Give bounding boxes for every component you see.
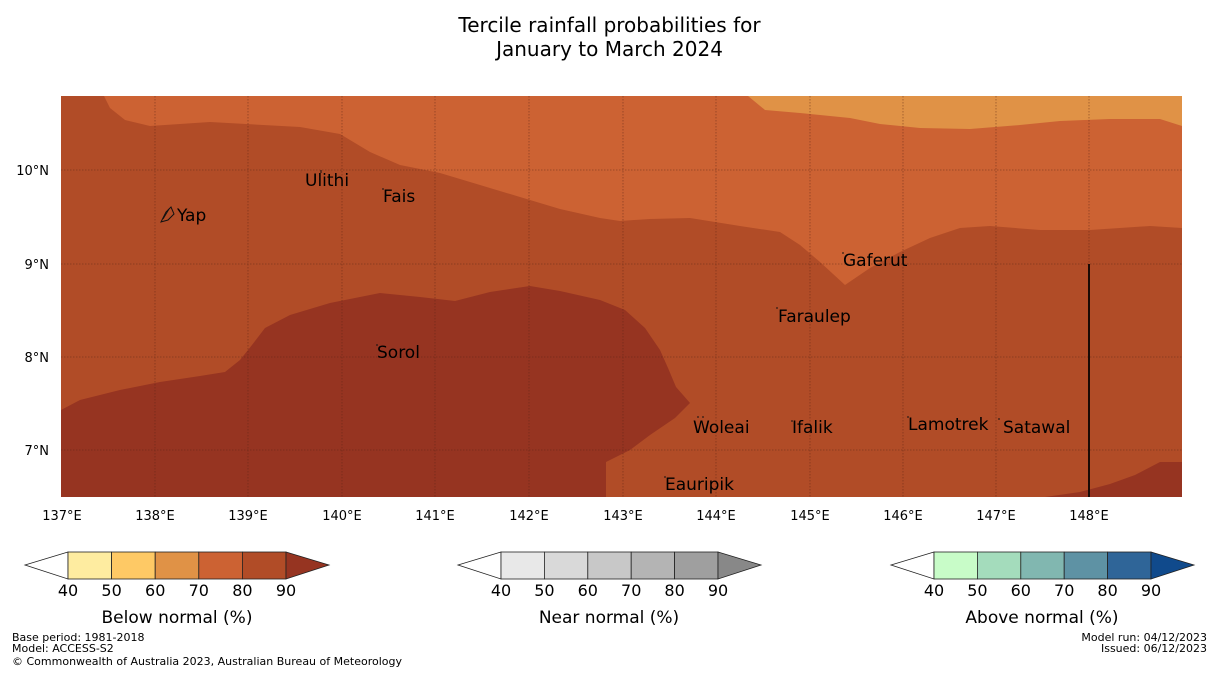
colorbar-tick-label: 40 [924,581,944,600]
place-label-eauripik: Eauripik [665,475,734,495]
footer-model: Model: ACCESS-S2 [12,643,114,654]
latitude-axis: 10°N 9°N 8°N 7°N [16,164,49,459]
lon-tick-label: 145°E [790,509,830,524]
footer-copyright: © Commonwealth of Australia 2023, Austra… [12,656,402,667]
colorbar-near-normal: 40 50 60 70 80 90 Near normal (%) [458,552,761,628]
colorbar-tick-label: 90 [1141,581,1161,600]
colorbar-tick-label: 70 [189,581,209,600]
colorbar-tick-label: 80 [664,581,684,600]
place-label-yap: Yap [176,206,206,226]
lon-tick-label: 140°E [322,509,362,524]
lon-tick-label: 142°E [509,509,549,524]
colorbar-tick-label: 70 [1054,581,1074,600]
place-label-satawal: Satawal [1003,418,1070,438]
place-label-fais: Fais [383,187,415,207]
place-label-ifalik: Ifalik [792,418,833,438]
colorbar-tick-label: 60 [578,581,598,600]
place-label-lamotrek: Lamotrek [908,415,989,435]
lon-tick-label: 138°E [135,509,175,524]
lat-tick-label: 9°N [25,258,50,273]
colorbar-tick-label: 90 [708,581,728,600]
colorbar-tick-label: 90 [276,581,296,600]
colorbar-tick-label: 70 [621,581,641,600]
lon-tick-label: 147°E [976,509,1016,524]
colorbar-tick-label: 50 [101,581,121,600]
place-label-gaferut: Gaferut [843,251,908,271]
place-label-faraulep: Faraulep [778,307,851,327]
lat-tick-label: 10°N [16,164,49,179]
lon-tick-label: 139°E [228,509,268,524]
colorbar-above-normal: 40 50 60 70 80 90 Above normal (%) [891,552,1194,628]
lon-tick-label: 137°E [42,509,82,524]
colorbar-tick-label: 50 [534,581,554,600]
colorbar-tick-label: 40 [491,581,511,600]
longitude-axis: 137°E 138°E 139°E 140°E 141°E 142°E 143°… [42,509,1109,524]
colorbar-below-normal: 40 50 60 70 80 90 Below normal (%) [25,552,329,628]
lat-tick-label: 7°N [25,444,50,459]
colorbar-tick-label: 40 [58,581,78,600]
place-label-sorol: Sorol [377,343,420,363]
lon-tick-label: 143°E [603,509,643,524]
colorbar-title: Above normal (%) [965,608,1118,628]
colorbar-title: Below normal (%) [102,608,253,628]
lon-tick-label: 144°E [696,509,736,524]
colorbar-tick-label: 80 [1097,581,1117,600]
lon-tick-label: 146°E [883,509,923,524]
footer-issued: Issued: 06/12/2023 [1101,643,1207,654]
place-label-woleai: Woleai [693,418,750,438]
colorbar-tick-label: 80 [232,581,252,600]
place-label-ulithi: Ulithi [305,171,349,191]
colorbar-title: Near normal (%) [539,608,679,628]
colorbar-tick-label: 60 [145,581,165,600]
lat-tick-label: 8°N [25,351,50,366]
lon-tick-label: 141°E [415,509,455,524]
colorbar-tick-label: 60 [1011,581,1031,600]
lon-tick-label: 148°E [1069,509,1109,524]
colorbar-tick-label: 50 [967,581,987,600]
